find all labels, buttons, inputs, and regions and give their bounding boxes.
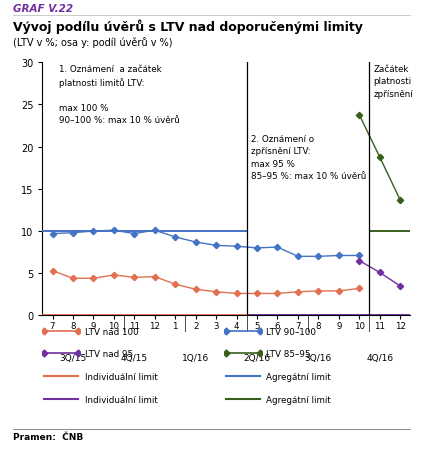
Text: Agregátní limit: Agregátní limit (266, 395, 331, 404)
Text: Začátek
platnosti
zpřísnění: Začátek platnosti zpřísnění (374, 65, 413, 99)
Text: 4Q/16: 4Q/16 (366, 354, 393, 363)
Text: Vývoj podílu úvěrů s LTV nad doporučenými limity: Vývoj podílu úvěrů s LTV nad doporučeným… (13, 19, 363, 34)
Text: 2Q/16: 2Q/16 (243, 354, 271, 363)
Text: 3Q/16: 3Q/16 (305, 354, 332, 363)
Text: LTV nad 100: LTV nad 100 (85, 327, 138, 336)
Text: 2. Oznámení o
zpřísnění LTV:
max 95 %
85–95 %: max 10 % úvěrů: 2. Oznámení o zpřísnění LTV: max 95 % 85… (251, 135, 366, 181)
Text: LTV 90–100: LTV 90–100 (266, 327, 316, 336)
Text: GRAF V.22: GRAF V.22 (13, 4, 73, 14)
Text: Individuální limit: Individuální limit (85, 395, 157, 404)
Text: 4Q/15: 4Q/15 (121, 354, 148, 363)
Text: Pramen:  ČNB: Pramen: ČNB (13, 432, 83, 441)
Text: 3Q/15: 3Q/15 (59, 354, 87, 363)
Text: 1Q/16: 1Q/16 (182, 354, 209, 363)
Text: LTV nad 95: LTV nad 95 (85, 350, 133, 359)
Text: Agregátní limit: Agregátní limit (266, 372, 331, 381)
Text: Individuální limit: Individuální limit (85, 372, 157, 381)
Text: 1. Oznámení  a začátek
platnosti limitů LTV:

max 100 %
90–100 %: max 10 % úvěrů: 1. Oznámení a začátek platnosti limitů L… (59, 65, 179, 125)
Text: LTV 85–95: LTV 85–95 (266, 350, 311, 359)
Text: (LTV v %; osa y: podíl úvěrů v %): (LTV v %; osa y: podíl úvěrů v %) (13, 37, 172, 48)
